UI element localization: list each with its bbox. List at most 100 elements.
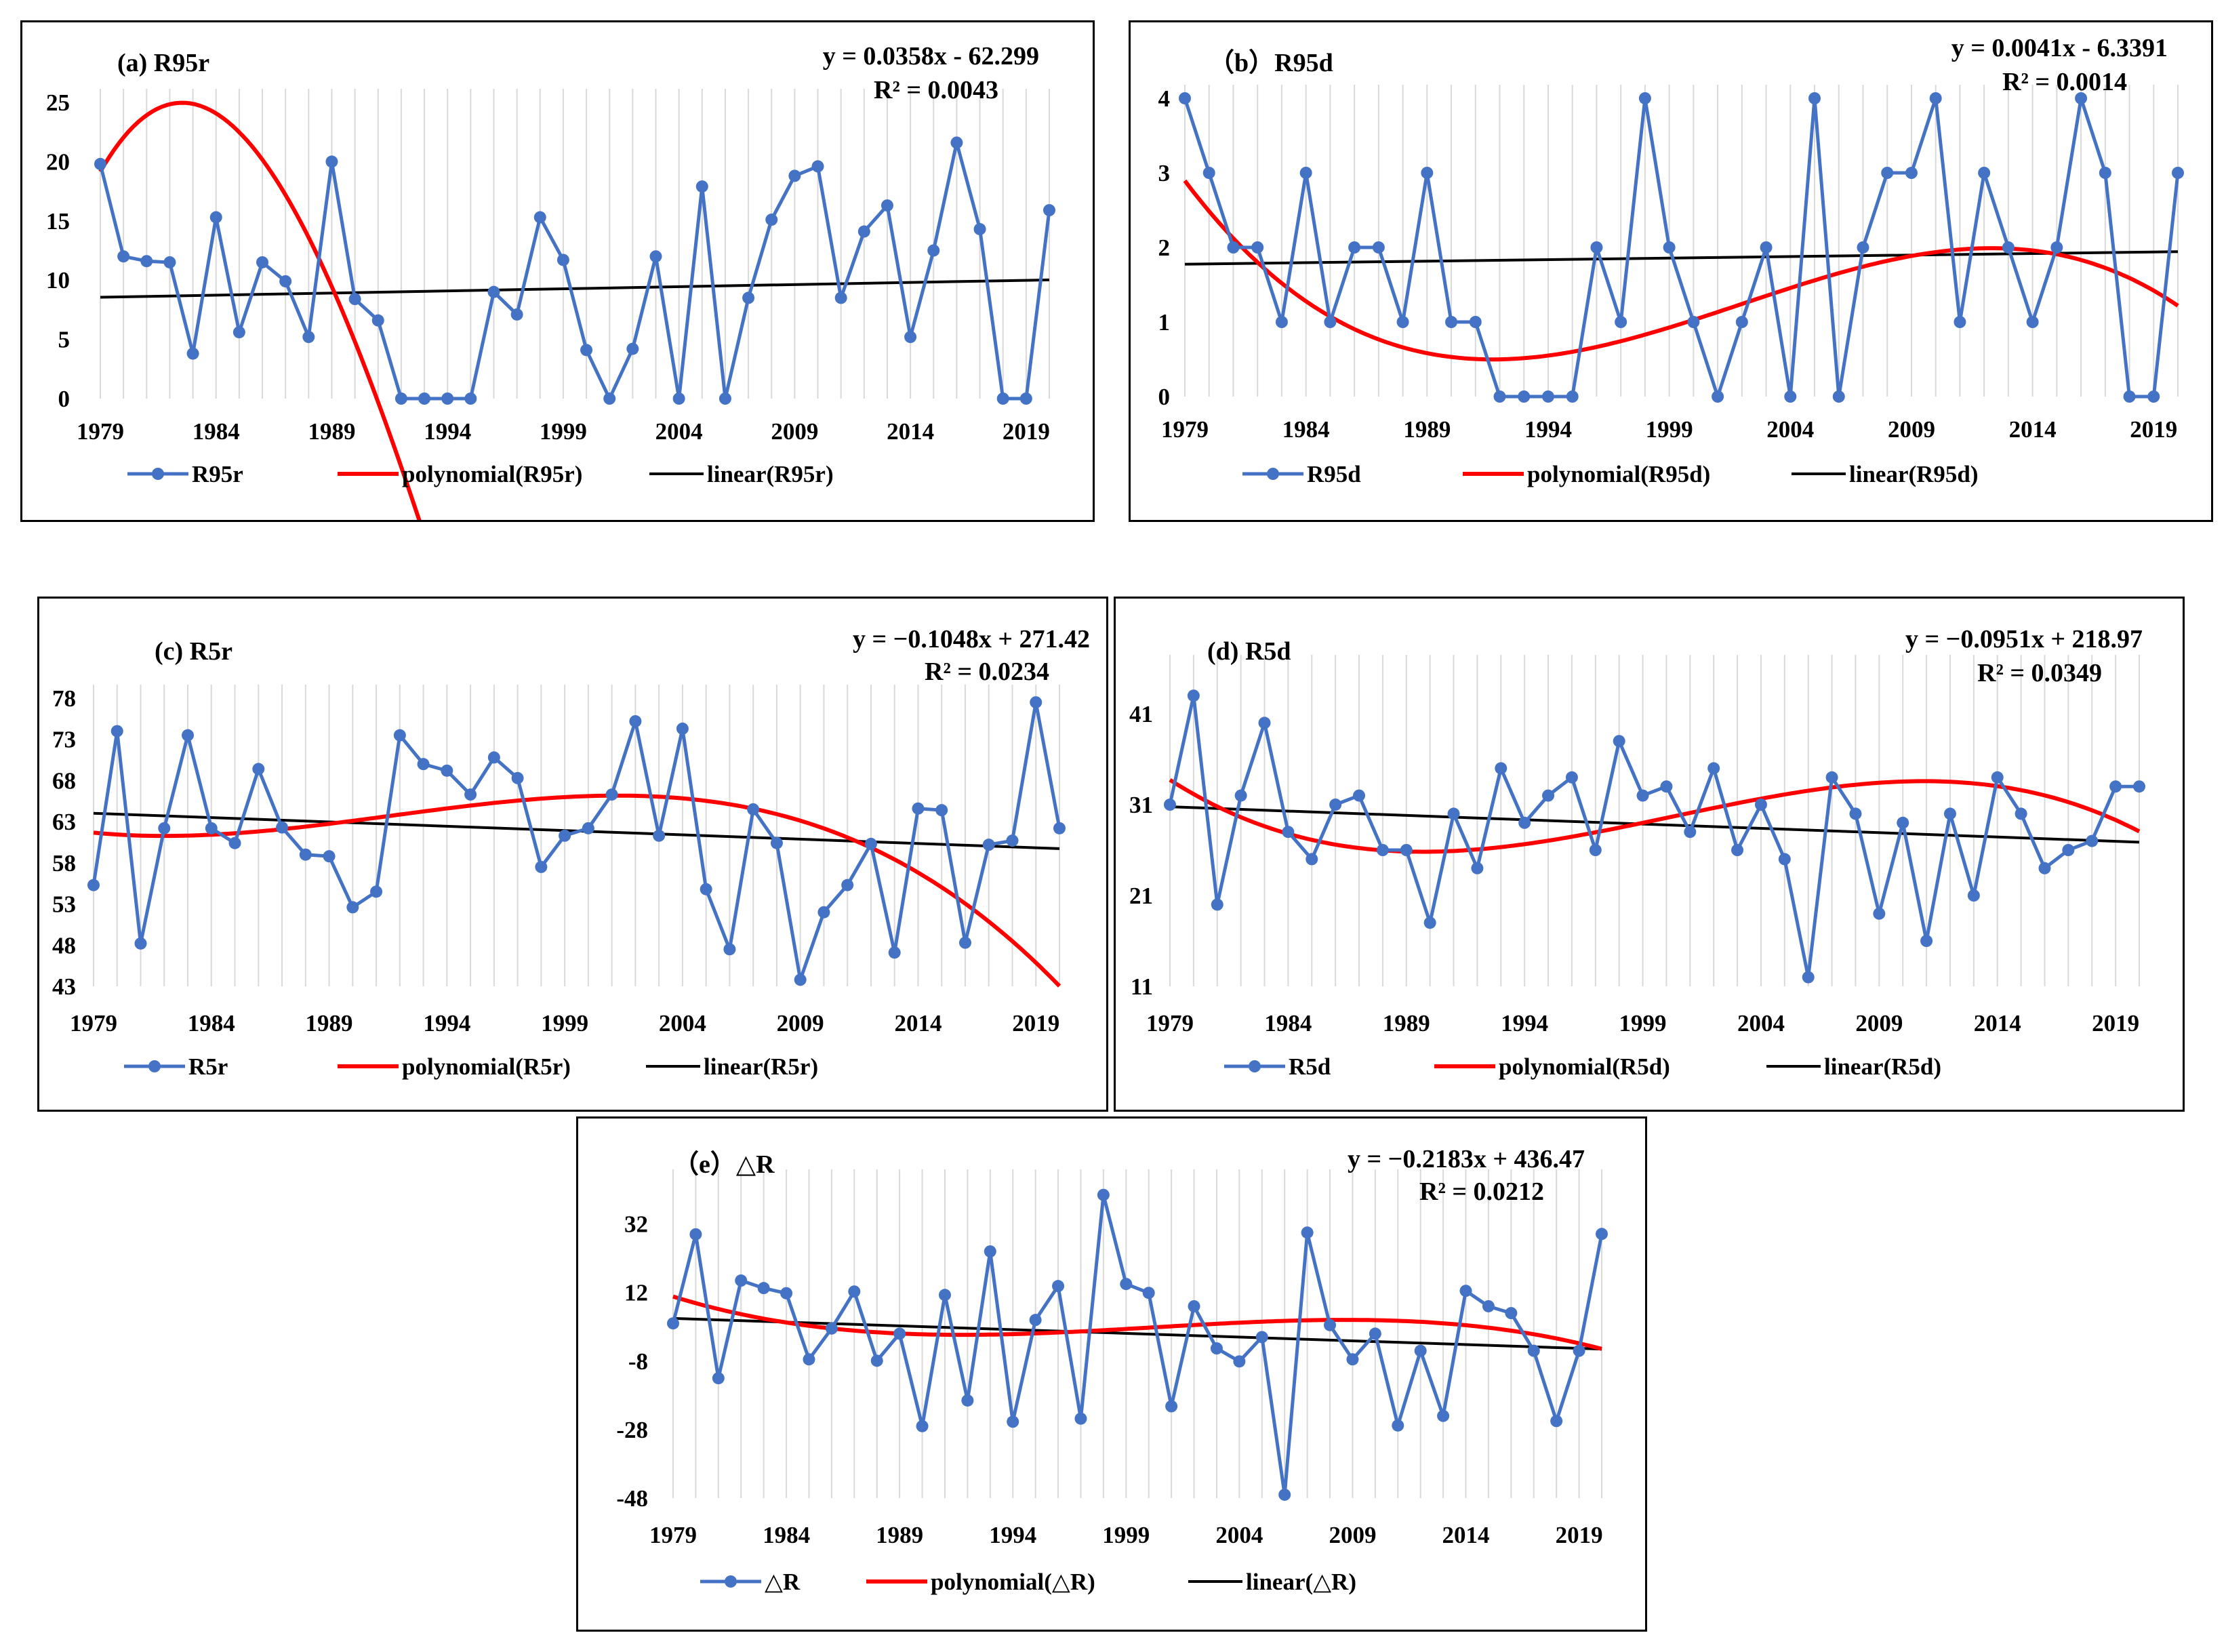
data-point xyxy=(817,906,830,919)
data-point xyxy=(1573,1344,1585,1357)
data-point xyxy=(1437,1409,1450,1422)
data-point xyxy=(1550,1415,1563,1428)
data-point xyxy=(653,829,666,842)
y-tick-label: 25 xyxy=(46,89,70,116)
data-point xyxy=(1920,935,1933,947)
data-point xyxy=(1505,1307,1518,1320)
data-point xyxy=(700,883,712,895)
chart-title: （e）△R xyxy=(673,1150,775,1179)
data-point xyxy=(1179,92,1191,104)
x-tick-label: 2009 xyxy=(771,418,818,445)
legend-series-label: R5r xyxy=(188,1053,228,1080)
x-tick-label: 2019 xyxy=(2092,1010,2139,1036)
y-tick-label: 48 xyxy=(52,932,76,959)
data-point xyxy=(1282,826,1295,839)
data-point xyxy=(252,763,265,775)
y-tick-label: 32 xyxy=(624,1211,648,1238)
x-tick-label: 2014 xyxy=(2009,416,2057,443)
x-tick-label: 2004 xyxy=(1766,416,1814,443)
data-point xyxy=(1414,1344,1427,1357)
data-point xyxy=(916,1419,929,1432)
data-point xyxy=(1227,241,1240,254)
chart-panel-d: 11 21 31 41 1979 1984 1989 1994 1999 2004 2009 2014… xyxy=(1114,597,2185,1112)
y-tick-label: 5 xyxy=(58,327,70,353)
chart-title: (a) R95r xyxy=(117,49,209,77)
data-point xyxy=(2015,807,2027,820)
data-point xyxy=(1881,167,1894,179)
data-point xyxy=(719,392,731,405)
data-point xyxy=(2050,241,2063,254)
data-point xyxy=(511,771,524,784)
data-point xyxy=(582,822,594,834)
chart-svg-e: -48 -28 -8 12 32 1979 1984 1989 1994 1999 2004 2009… xyxy=(616,1145,1608,1595)
x-tick-label: 2009 xyxy=(1329,1522,1376,1548)
data-point xyxy=(580,344,593,357)
data-point xyxy=(689,1228,702,1241)
x-tick-label: 2009 xyxy=(1888,416,1935,443)
series-line xyxy=(671,1193,1604,1497)
data-point xyxy=(1187,689,1200,702)
data-point xyxy=(487,285,500,298)
r-squared: R² = 0.0349 xyxy=(1977,659,2102,687)
data-point xyxy=(1188,1300,1200,1312)
data-point xyxy=(1097,1188,1110,1201)
data-point xyxy=(1660,780,1673,793)
data-point xyxy=(1471,862,1484,874)
data-point xyxy=(984,1245,996,1258)
y-tick-label: 4 xyxy=(1158,85,1171,112)
data-point xyxy=(2038,862,2051,874)
x-tick-label: 1989 xyxy=(876,1522,923,1548)
data-point xyxy=(556,254,569,266)
y-tick-label: -28 xyxy=(616,1417,648,1443)
x-tick-label: 2009 xyxy=(1855,1010,1903,1036)
data-point xyxy=(803,1353,815,1366)
data-point xyxy=(209,211,222,224)
y-tick-label: 11 xyxy=(1131,973,1153,1000)
data-point xyxy=(973,223,986,236)
data-point xyxy=(182,729,195,742)
data-point xyxy=(2133,780,2145,793)
x-tick-label: 1994 xyxy=(423,1010,470,1036)
data-point xyxy=(770,837,783,849)
data-point xyxy=(857,225,870,238)
legend-series-marker xyxy=(152,468,164,480)
data-point xyxy=(2002,241,2015,254)
data-point xyxy=(1255,1331,1268,1344)
data-point xyxy=(1234,789,1247,802)
y-tick-label: 31 xyxy=(1129,792,1153,818)
data-point xyxy=(649,250,662,263)
data-point xyxy=(834,291,847,304)
legend-series-label: R5d xyxy=(1289,1053,1331,1080)
x-tick-label: 2019 xyxy=(1556,1522,1603,1548)
y-tick-label: 21 xyxy=(1129,883,1153,909)
data-point xyxy=(2123,390,2136,403)
data-point xyxy=(1030,696,1043,709)
data-point xyxy=(1346,1353,1359,1366)
series-line xyxy=(92,700,1061,982)
chart-panel-a: 0 5 10 15 20 25 1979 1984 1989 1994 1999 2004 2009 20… xyxy=(20,20,1095,522)
data-point xyxy=(1784,390,1797,403)
data-point xyxy=(510,308,523,321)
data-point xyxy=(134,937,147,950)
data-point xyxy=(811,160,824,173)
data-point xyxy=(629,715,642,727)
data-point xyxy=(765,214,778,226)
data-point xyxy=(841,879,854,891)
data-point xyxy=(676,722,689,735)
polynomial-trend-curve xyxy=(1183,179,2179,362)
y-tick-label: 10 xyxy=(46,267,70,294)
data-point xyxy=(1306,853,1318,866)
data-point xyxy=(487,751,500,764)
legend-poly-label: polynomial(R5d) xyxy=(1499,1053,1670,1080)
data-point xyxy=(1421,167,1434,179)
data-point xyxy=(94,157,106,170)
data-point xyxy=(117,250,130,263)
x-tick-label: 1984 xyxy=(188,1010,235,1036)
data-point xyxy=(1565,771,1578,784)
polynomial-trend-curve xyxy=(98,100,422,520)
chart-title: （b）R95d xyxy=(1209,49,1333,77)
data-point xyxy=(1636,789,1649,802)
x-tick-label: 1984 xyxy=(1264,1010,1312,1036)
chart-svg-a: 0 5 10 15 20 25 1979 1984 1989 1994 1999 2004 2009 20… xyxy=(46,42,1055,520)
data-point xyxy=(1897,816,1909,829)
